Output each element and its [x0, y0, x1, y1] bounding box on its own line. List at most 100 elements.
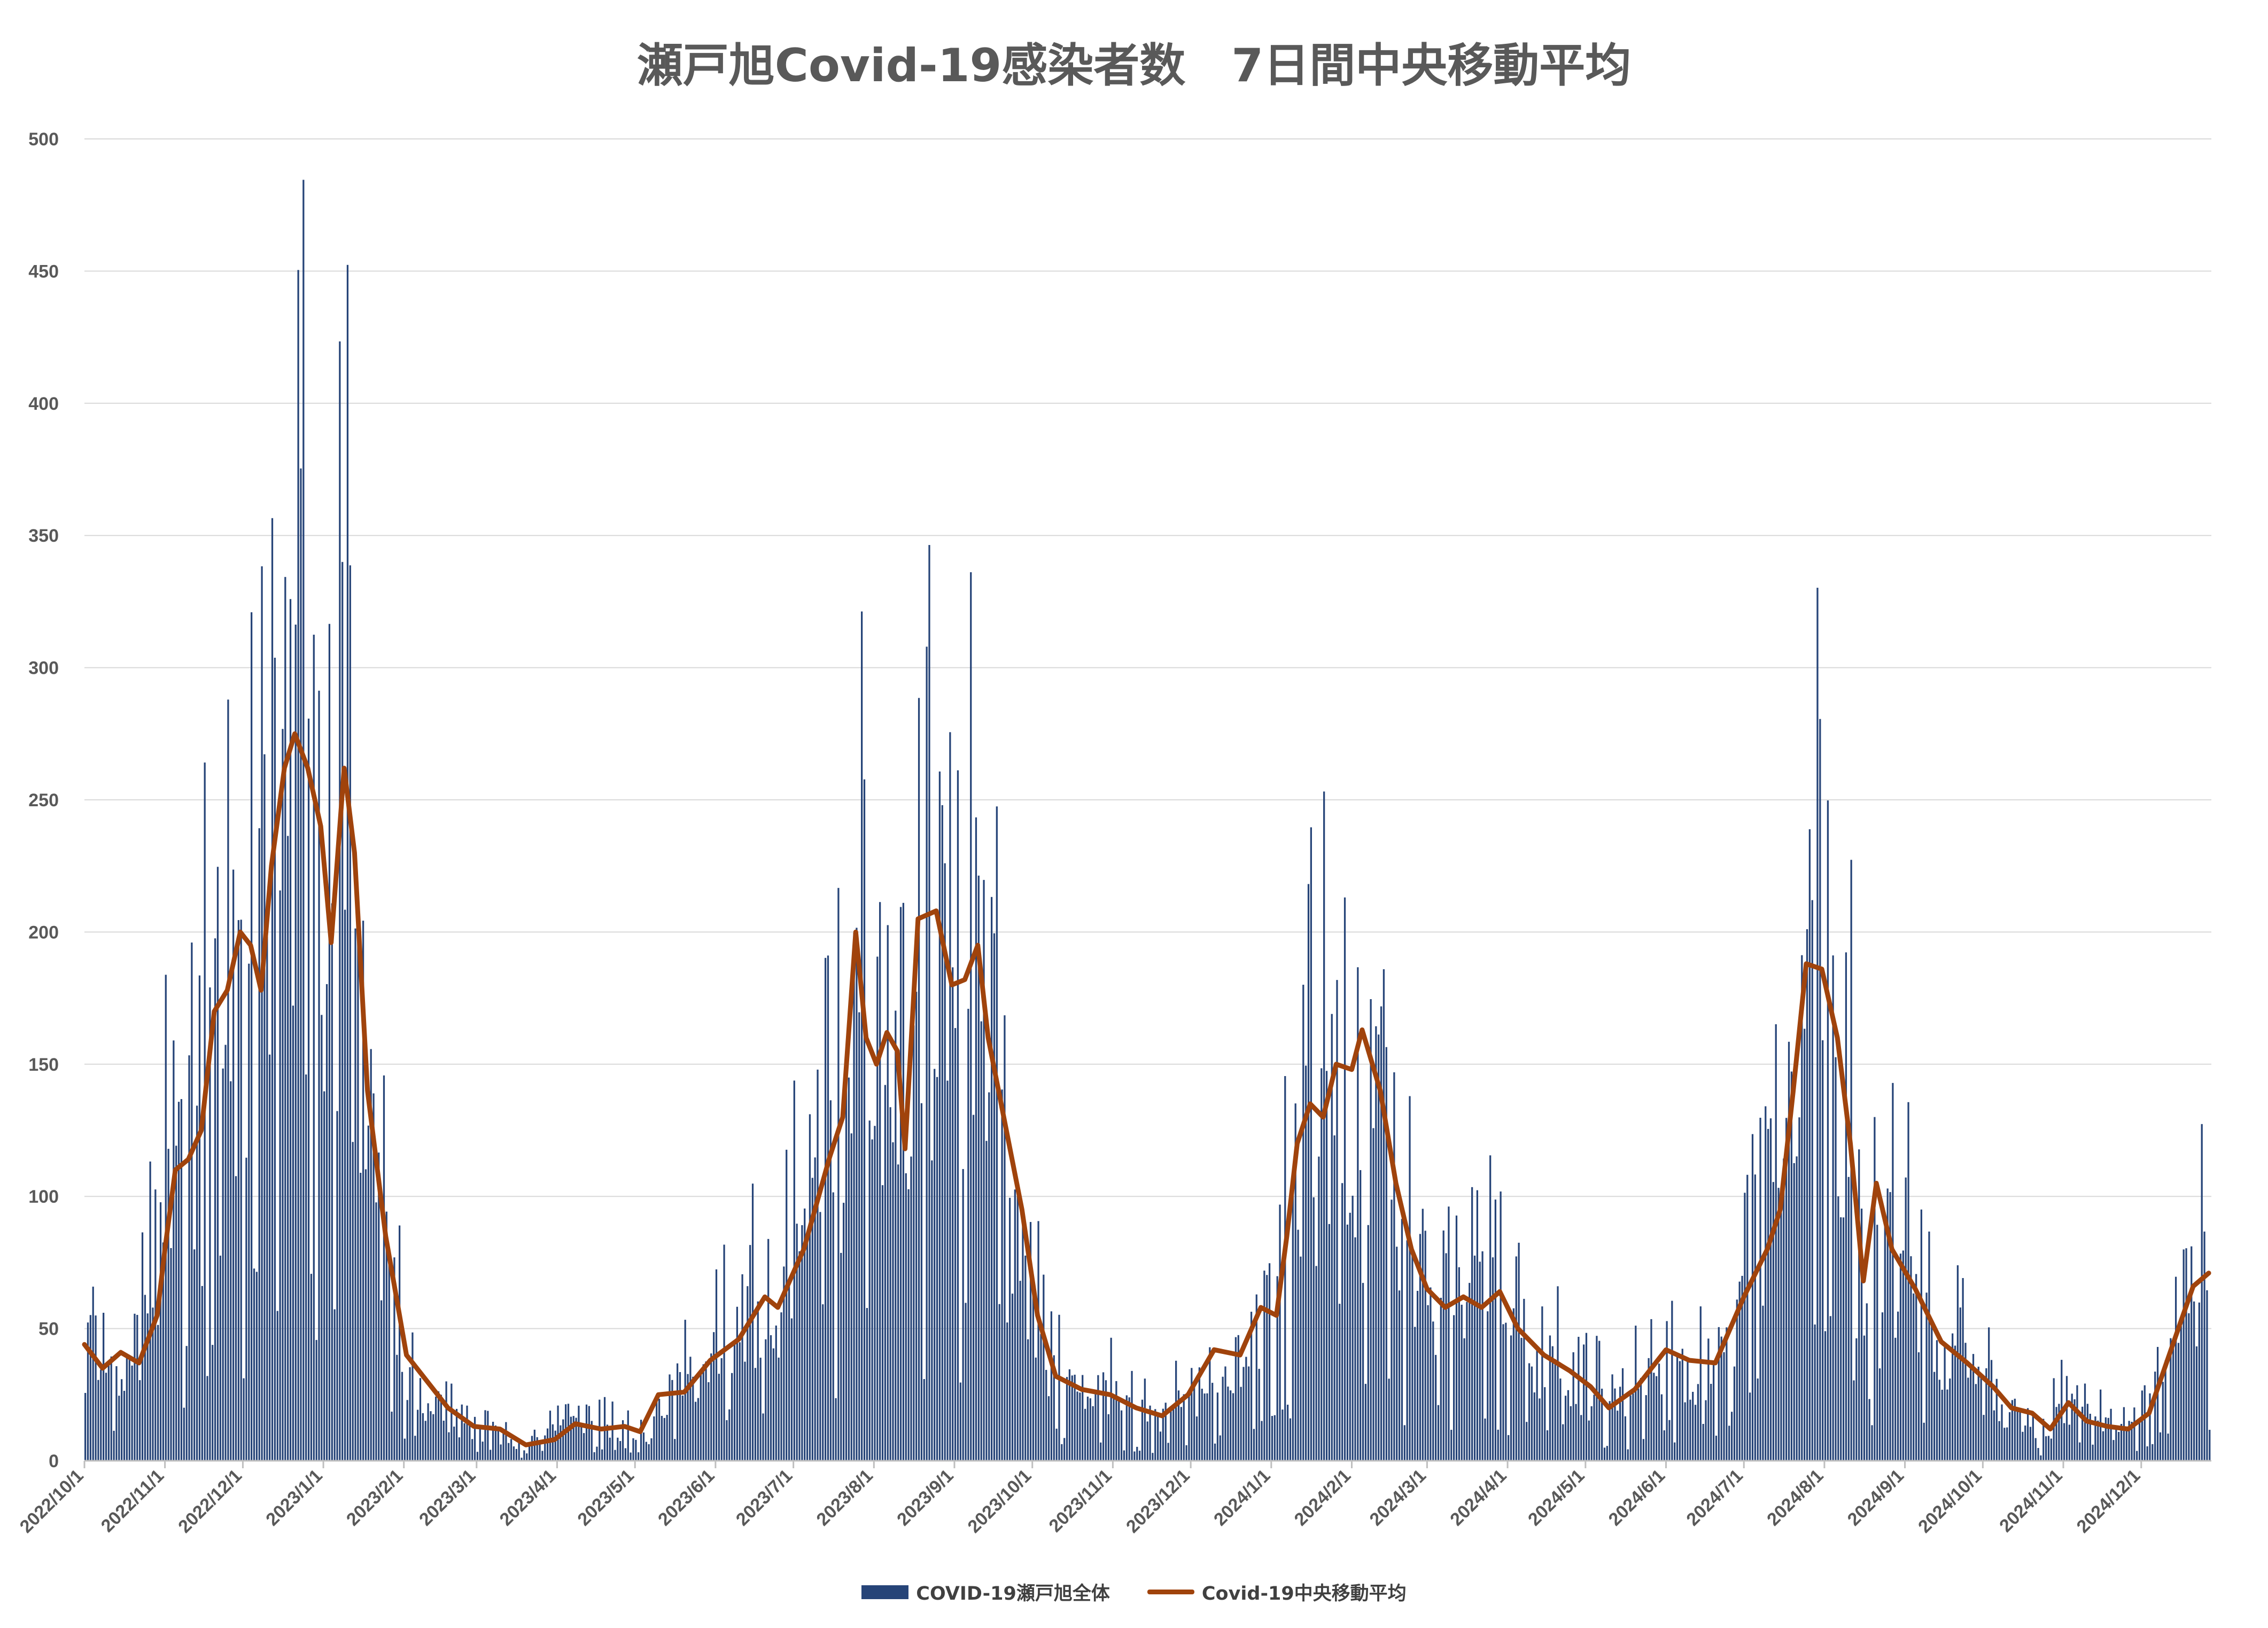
bar [201, 1286, 203, 1461]
bar [1248, 1366, 1250, 1461]
bar [1453, 1315, 1455, 1461]
bar [2164, 1360, 2166, 1461]
bar [445, 1381, 447, 1461]
bar [139, 1380, 141, 1461]
bar [1167, 1443, 1169, 1461]
bar [1598, 1341, 1601, 1461]
bar [1632, 1393, 1634, 1461]
bar [216, 867, 219, 1461]
bar [749, 1245, 751, 1461]
bar [100, 1369, 102, 1461]
bar [977, 875, 980, 1461]
bar [284, 577, 286, 1461]
bar [518, 1438, 520, 1461]
bar [837, 887, 840, 1461]
bar [2053, 1378, 2055, 1461]
bar [1393, 1072, 1395, 1461]
bar [2024, 1426, 2026, 1461]
bar [2022, 1431, 2024, 1461]
bar [269, 1054, 271, 1461]
bar [1601, 1389, 1603, 1461]
bar [601, 1449, 603, 1461]
bar [1572, 1352, 1574, 1461]
bar [985, 1141, 988, 1461]
bar [1076, 1391, 1078, 1461]
bar [923, 1379, 925, 1461]
bar [895, 1010, 897, 1461]
bar [1606, 1446, 1608, 1461]
bar [736, 1306, 739, 1461]
bar [2185, 1248, 2187, 1461]
bar [1175, 1360, 1177, 1461]
bar [1152, 1453, 1154, 1461]
x-tick-label: 2024/9/1 [1844, 1466, 1908, 1530]
bar [87, 1322, 89, 1461]
bar [578, 1405, 580, 1461]
bar [1585, 1333, 1588, 1461]
bar [1990, 1360, 1993, 1461]
bar [1162, 1408, 1164, 1461]
bar [1434, 1354, 1437, 1461]
bar [1772, 1182, 1774, 1461]
bar [1448, 1206, 1450, 1461]
bar [993, 933, 996, 1461]
bar [840, 1252, 842, 1461]
bar [681, 1395, 683, 1461]
bar [1847, 1177, 1850, 1461]
bar [1868, 1399, 1870, 1461]
bar [2112, 1440, 2115, 1461]
bar [1541, 1306, 1543, 1461]
bar [1508, 1435, 1510, 1461]
bar [473, 1416, 476, 1461]
bar [2159, 1432, 2162, 1461]
bar [1063, 1438, 1066, 1461]
bar [650, 1438, 653, 1461]
bar [1642, 1439, 1645, 1461]
bar [570, 1416, 572, 1461]
bar [1557, 1286, 1559, 1461]
bar [380, 1300, 383, 1461]
bar [1593, 1395, 1595, 1461]
bar [95, 1315, 97, 1461]
bar [2040, 1455, 2042, 1461]
bar [1845, 952, 1847, 1461]
bar [2086, 1404, 2088, 1461]
bar [2107, 1417, 2109, 1461]
bar [360, 1173, 362, 1461]
legend-swatch-line [1147, 1590, 1194, 1594]
bar [1546, 1430, 1549, 1461]
y-tick-label: 100 [28, 1187, 59, 1207]
bar [1427, 1305, 1429, 1461]
bar [1515, 1256, 1517, 1461]
bar [173, 1040, 175, 1461]
bar [861, 611, 863, 1461]
y-tick-label: 250 [28, 790, 59, 811]
bar [372, 1093, 375, 1461]
bar [567, 1404, 570, 1461]
bar [354, 928, 356, 1461]
bar [1185, 1445, 1187, 1461]
bar [424, 1421, 426, 1461]
bar [1325, 1071, 1328, 1461]
bar [346, 264, 349, 1461]
bar [772, 1348, 775, 1461]
bar [1380, 1006, 1382, 1461]
bar [884, 1085, 887, 1461]
bar [305, 1074, 307, 1461]
bar [1258, 1368, 1260, 1461]
bar [1001, 1089, 1003, 1461]
bar [1580, 1415, 1582, 1461]
bar [739, 1342, 741, 1461]
bar [814, 1157, 816, 1461]
moving-average-line [82, 731, 2211, 1447]
bar [1741, 1275, 1743, 1461]
bar [152, 1307, 154, 1461]
bar [1339, 1304, 1341, 1461]
bar [1650, 1319, 1652, 1461]
bar [196, 1105, 198, 1461]
bar [1273, 1415, 1276, 1461]
legend-label-line: Covid-19中央移動平均 [1201, 1583, 1407, 1604]
bar [1749, 1392, 1751, 1461]
bar [1035, 1357, 1037, 1461]
bar [666, 1415, 668, 1461]
